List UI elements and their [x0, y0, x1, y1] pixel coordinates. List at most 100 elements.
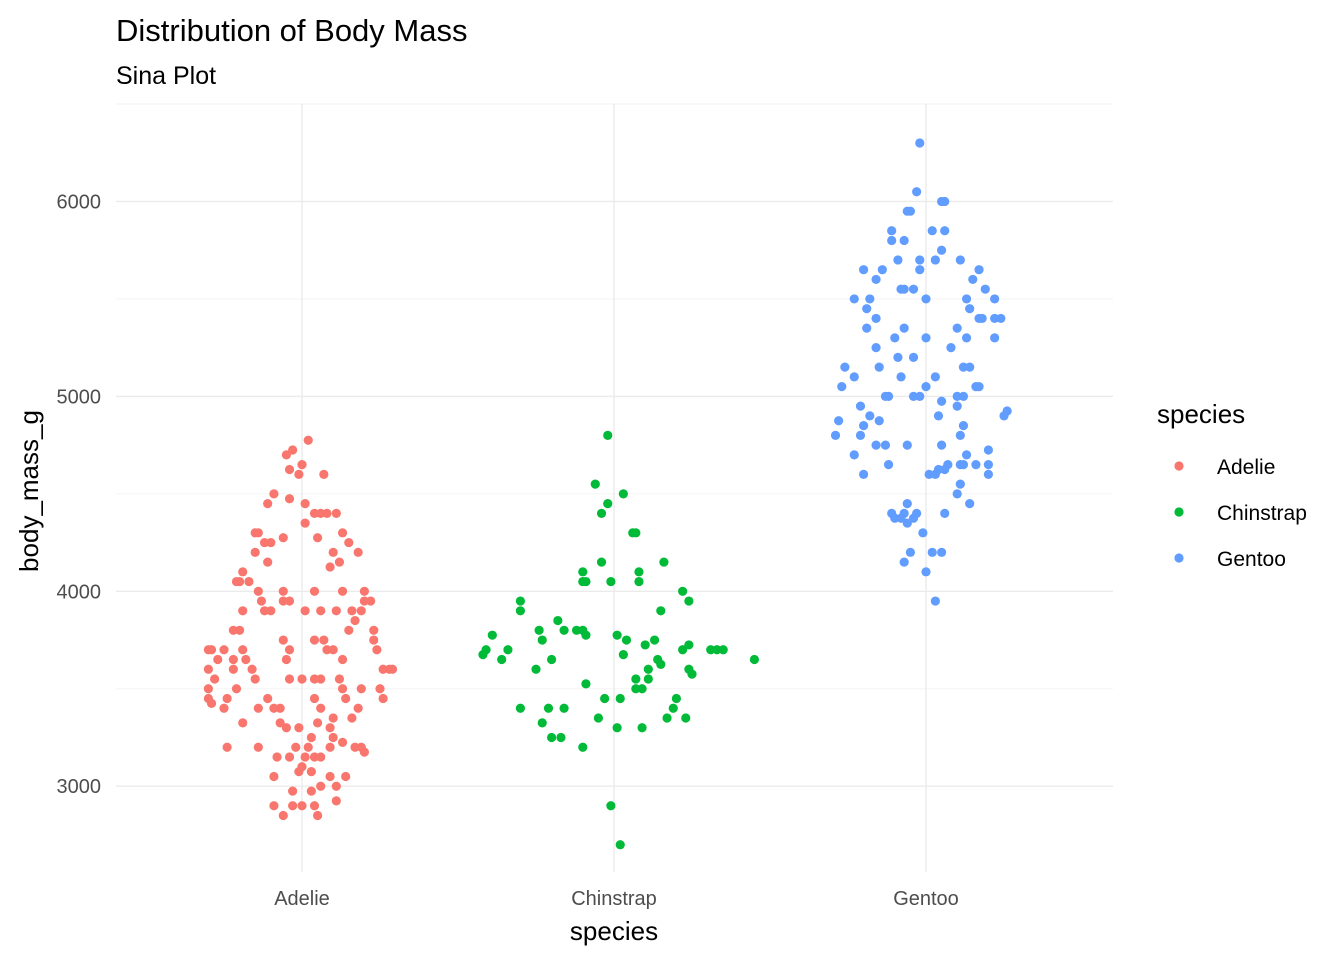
data-point: [899, 323, 909, 333]
data-point: [968, 274, 978, 285]
data-point: [372, 645, 382, 655]
data-point: [238, 718, 248, 728]
data-point: [656, 659, 666, 670]
data-point: [206, 698, 217, 708]
data-point: [344, 625, 354, 635]
data-point: [749, 654, 760, 665]
data-point: [247, 664, 257, 674]
data-point: [341, 771, 351, 782]
data-point: [250, 674, 260, 684]
data-point: [990, 294, 1000, 304]
data-point: [344, 537, 354, 548]
data-point: [615, 693, 625, 704]
data-point: [328, 713, 338, 723]
data-point: [359, 586, 369, 596]
data-point: [678, 645, 688, 655]
data-point: [603, 430, 613, 440]
y-tick-labels: 3000 4000 5000 6000: [57, 191, 102, 798]
data-point: [606, 801, 616, 811]
data-point: [369, 635, 379, 645]
data-point: [899, 235, 909, 246]
data-point: [849, 372, 859, 382]
data-point: [228, 625, 238, 635]
data-point: [244, 576, 254, 587]
data-point: [634, 567, 644, 577]
data-point: [281, 654, 291, 665]
data-point: [908, 352, 919, 363]
data-point: [896, 284, 906, 294]
legend-item-chinstrap: Chinstrap: [1174, 502, 1307, 525]
data-point: [893, 255, 903, 265]
data-point: [334, 674, 345, 684]
data-point: [316, 674, 326, 684]
data-point: [834, 416, 844, 426]
y-tick-label: 6000: [57, 191, 102, 213]
data-point: [927, 226, 937, 236]
data-point: [294, 469, 304, 479]
data-point: [553, 615, 563, 626]
data-point: [331, 781, 341, 791]
data-point: [297, 460, 307, 470]
data-point: [600, 693, 610, 704]
data-point: [313, 533, 323, 543]
data-point: [918, 528, 928, 538]
data-point: [278, 533, 288, 543]
data-point: [668, 703, 678, 713]
data-point: [718, 645, 728, 655]
data-point: [927, 547, 937, 557]
data-point: [250, 547, 260, 557]
grid-lines: [116, 103, 1113, 872]
data-point: [880, 440, 891, 450]
data-point: [228, 664, 238, 674]
data-point: [272, 752, 282, 762]
data-point: [940, 464, 950, 475]
data-point: [990, 333, 1000, 343]
data-point: [662, 713, 672, 723]
data-point: [634, 576, 644, 587]
data-point: [294, 723, 304, 733]
data-point: [874, 362, 884, 372]
data-point: [887, 226, 897, 236]
data-point: [849, 450, 859, 460]
data-point: [908, 391, 919, 401]
legend: species Adelie Chinstrap Gentoo: [1157, 399, 1307, 571]
data-point: [375, 684, 385, 694]
data-point: [865, 411, 875, 421]
chart-subtitle: Sina Plot: [116, 62, 216, 90]
data-point: [859, 469, 869, 479]
data-point: [294, 767, 304, 777]
data-point: [940, 196, 950, 207]
data-point: [503, 645, 513, 655]
data-point: [871, 313, 881, 324]
data-point: [974, 382, 984, 392]
data-point: [284, 752, 295, 762]
data-point: [241, 654, 251, 665]
data-point: [681, 713, 691, 723]
data-point: [309, 635, 320, 645]
data-point: [278, 635, 288, 645]
data-point: [219, 703, 229, 713]
data-point: [356, 684, 366, 694]
data-point: [656, 606, 666, 616]
data-point: [319, 635, 329, 645]
data-point: [578, 742, 588, 752]
data-point: [556, 732, 566, 743]
legend-item-adelie: Adelie: [1174, 456, 1275, 479]
data-point: [316, 752, 326, 762]
data-point: [300, 518, 310, 528]
data-point: [921, 333, 931, 343]
data-point: [278, 810, 288, 821]
data-point: [297, 674, 307, 684]
legend-entries: Adelie Chinstrap Gentoo: [1174, 456, 1307, 571]
data-point: [581, 630, 591, 640]
data-point: [830, 430, 841, 440]
data-point: [958, 362, 969, 372]
x-tick-labels: Adelie Chinstrap Gentoo: [274, 888, 959, 910]
data-point: [937, 440, 947, 450]
data-point: [902, 440, 912, 450]
data-point: [983, 460, 994, 470]
data-point: [253, 742, 263, 752]
data-point: [581, 576, 591, 587]
data-point: [284, 645, 295, 655]
y-tick-label: 3000: [57, 776, 102, 798]
